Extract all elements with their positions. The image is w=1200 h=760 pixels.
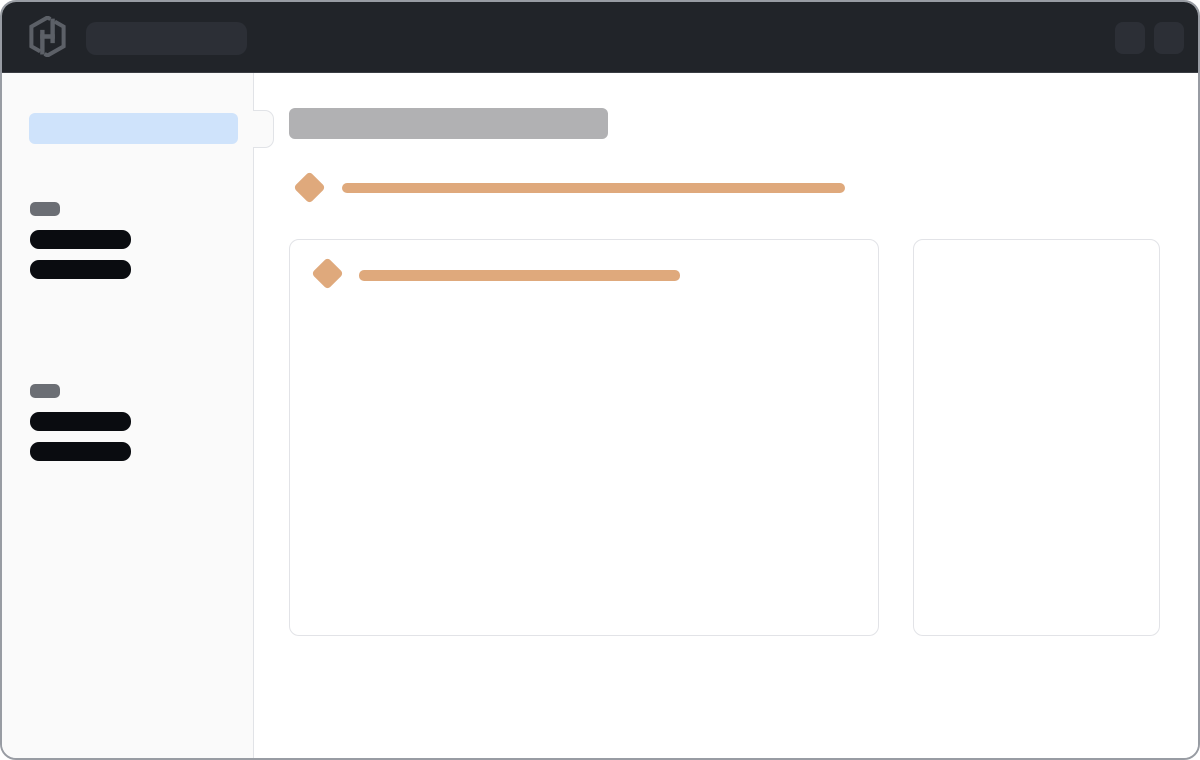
content-card-secondary <box>913 239 1160 636</box>
hashicorp-logo-icon <box>29 15 66 58</box>
diamond-icon <box>293 171 326 204</box>
sidebar-section-label-1 <box>30 202 60 216</box>
card-heading-placeholder <box>359 270 680 281</box>
page-title-placeholder <box>289 108 608 139</box>
sidebar-nav-item[interactable] <box>30 412 131 431</box>
sidebar <box>2 73 254 758</box>
sidebar-selected-item[interactable] <box>29 113 238 144</box>
sidebar-nav-item[interactable] <box>30 260 131 279</box>
topbar-nav-placeholder[interactable] <box>86 22 247 55</box>
topbar <box>2 2 1198 73</box>
sidebar-nav-item[interactable] <box>30 230 131 249</box>
content-card-primary <box>289 239 879 636</box>
topbar-action-button-2[interactable] <box>1154 22 1184 54</box>
sidebar-nav-item[interactable] <box>30 442 131 461</box>
sidebar-collapse-handle[interactable] <box>253 110 274 148</box>
section-heading-placeholder <box>342 183 845 193</box>
sidebar-section-label-2 <box>30 384 60 398</box>
topbar-action-button-1[interactable] <box>1115 22 1145 54</box>
diamond-icon <box>311 257 344 290</box>
main-content <box>254 73 1198 758</box>
